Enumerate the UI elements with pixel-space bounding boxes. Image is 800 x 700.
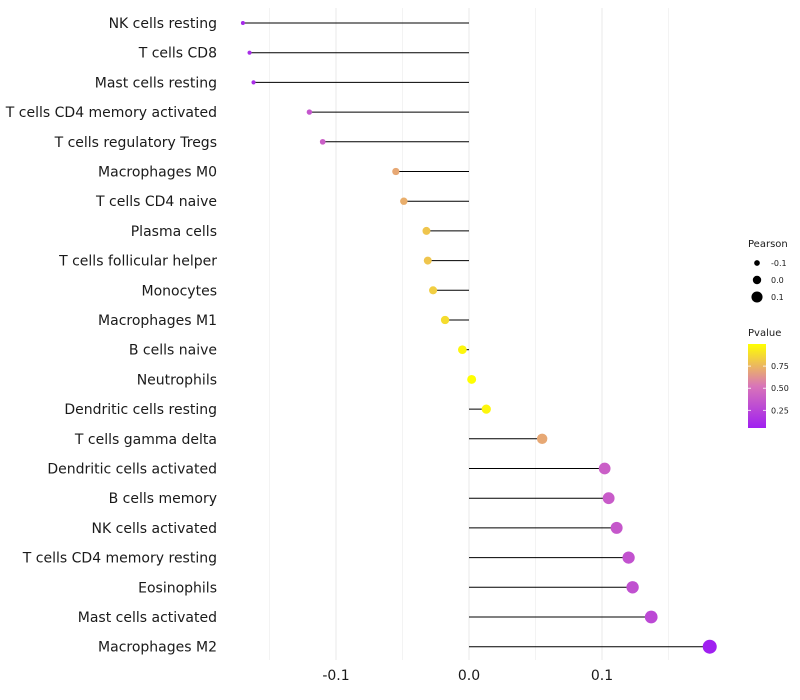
lollipop-point xyxy=(306,109,313,115)
category-label: Macrophages M2 xyxy=(98,640,217,656)
lollipop-point xyxy=(247,50,252,55)
category-label: T cells gamma delta xyxy=(74,432,217,448)
category-label: T cells follicular helper xyxy=(58,254,217,270)
category-label: Macrophages M0 xyxy=(98,165,217,181)
x-tick-label: -0.1 xyxy=(322,668,349,684)
x-axis-ticks: -0.1 0.0 0.1 xyxy=(322,668,613,684)
legend-pearson-title: Pearson xyxy=(748,239,788,250)
lollipop-point xyxy=(422,226,431,235)
lollipop-point xyxy=(702,639,717,654)
category-label: Plasma cells xyxy=(131,224,217,240)
lollipop-point xyxy=(467,374,477,384)
lollipop-point xyxy=(644,610,658,624)
category-label: Macrophages M1 xyxy=(98,313,217,329)
lollipop-point xyxy=(400,197,408,205)
category-label: B cells memory xyxy=(109,491,217,507)
category-label: Monocytes xyxy=(142,283,217,299)
category-labels: NK cells resting T cells CD8 Mast cells re… xyxy=(5,16,217,656)
lollipop-point xyxy=(319,138,326,145)
legend-size-key xyxy=(754,260,760,266)
x-tick-label: 0.0 xyxy=(458,668,480,684)
legend-size-key xyxy=(751,291,763,303)
category-label: T cells CD4 naive xyxy=(95,194,217,210)
lollipop-point xyxy=(602,492,615,505)
grid-layer xyxy=(269,8,669,660)
x-tick-label: 0.1 xyxy=(591,668,613,684)
category-label: Eosinophils xyxy=(138,580,217,596)
lollipop-point xyxy=(440,315,450,325)
category-label: NK cells resting xyxy=(109,16,217,32)
category-label: Mast cells activated xyxy=(78,610,217,626)
category-label: Dendritic cells resting xyxy=(64,402,217,418)
category-label: NK cells activated xyxy=(92,521,217,537)
point-layer xyxy=(240,21,717,654)
lollipop-point xyxy=(481,404,491,414)
legend-colorbar-label: 0.50 xyxy=(771,384,789,393)
lollipop-point xyxy=(423,256,432,265)
category-label: Neutrophils xyxy=(137,372,217,388)
category-label: B cells naive xyxy=(129,343,217,359)
legend-size-label: 0.0 xyxy=(771,276,784,285)
legend-colorbar xyxy=(748,344,766,428)
legend-size-label: 0.1 xyxy=(771,293,784,302)
category-label: T cells CD8 xyxy=(138,46,217,62)
category-label: Mast cells resting xyxy=(95,75,217,91)
lollipop-point xyxy=(610,521,623,534)
lollipop-point xyxy=(622,551,635,564)
legend-colorbar-label: 0.75 xyxy=(771,362,789,371)
lollipop-point xyxy=(598,462,611,475)
lollipop-point xyxy=(429,286,438,295)
category-label: T cells CD4 memory activated xyxy=(5,105,217,121)
legend: Pearson -0.1 0.0 0.1 Pvalue 0.75 0.50 0.25 xyxy=(748,239,789,428)
legend-colorbar-label: 0.25 xyxy=(771,406,789,415)
lollipop-point xyxy=(392,167,400,176)
legend-size-key xyxy=(752,275,762,285)
lollipop-point xyxy=(458,345,467,355)
lollipop-point xyxy=(626,581,639,594)
legend-pvalue-title: Pvalue xyxy=(748,328,781,339)
category-label: T cells regulatory Tregs xyxy=(54,135,217,151)
lollipop-point xyxy=(240,21,245,25)
lollipop-point xyxy=(251,80,256,85)
category-label: T cells CD4 memory resting xyxy=(22,551,217,567)
stem-layer xyxy=(242,22,710,648)
legend-size-label: -0.1 xyxy=(771,259,787,268)
category-label: Dendritic cells activated xyxy=(47,462,217,478)
lollipop-point xyxy=(536,433,548,445)
